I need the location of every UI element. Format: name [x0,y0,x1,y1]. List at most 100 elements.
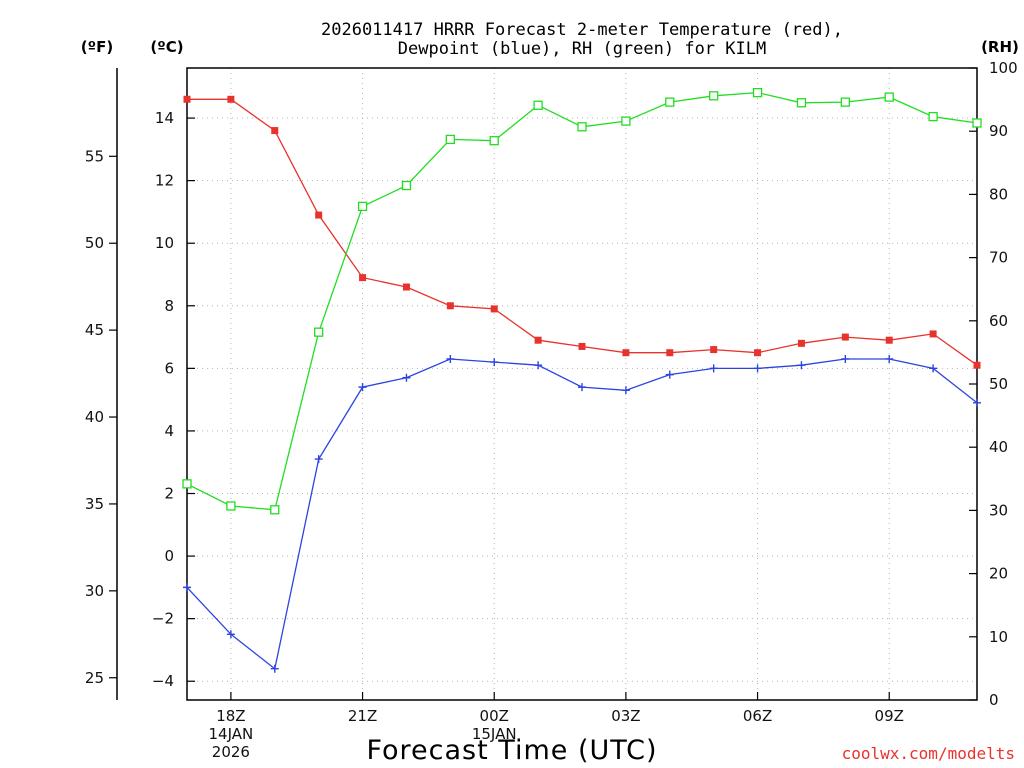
rh-point [928,112,938,122]
x-tick-label: 18Z [216,707,245,725]
rh-point [182,479,192,489]
rh-point [577,122,587,132]
rh-unit-label: (RH) [981,38,1019,56]
dewpoint-point [841,354,850,363]
temperature-point [797,339,805,347]
dewpoint-point [226,630,235,639]
temperature-point [929,330,937,338]
rh-tick-label: 90 [989,122,1008,140]
rh-point [314,327,324,337]
rh-point [621,116,631,126]
rh-tick-label: 40 [989,438,1008,456]
temperature-point [622,349,630,357]
fahrenheit-unit-label: (ºF) [81,38,113,56]
rh-tick-label: 50 [989,375,1008,393]
rh-point [840,97,850,107]
rh-point [709,91,719,101]
temperature-point [359,274,367,282]
x-axis-label: Forecast Time (UTC) [366,735,657,766]
temperature-point [183,95,191,103]
dewpoint-line [186,358,978,670]
fahrenheit-tick-label: 45 [85,321,104,339]
rh-point [796,98,807,108]
celsius-tick-label: −2 [152,610,174,628]
celsius-tick-label: −4 [152,672,174,690]
temperature-point [402,283,410,291]
x-tick-label: 00Z [480,707,509,725]
dewpoint-point [973,398,981,407]
x-tick-label: 03Z [611,707,640,725]
celsius-tick-label: 12 [155,172,174,190]
dewpoint-point [753,364,762,373]
temperature-point [534,336,542,344]
rh-point [401,180,412,191]
rh-point [665,97,675,107]
temperature-point [666,349,674,357]
dewpoint-point [929,364,938,373]
rh-tick-label: 30 [989,501,1008,519]
temperature-point [227,95,235,103]
temperature-point [315,211,323,219]
celsius-unit-label: (ºC) [150,38,183,56]
fahrenheit-tick-label: 35 [85,495,104,513]
temperature-line [187,98,978,366]
dewpoint-point [358,383,367,392]
rh-point [489,136,499,146]
rh-point [533,100,543,110]
x-tick-label: 15JAN [472,725,517,743]
celsius-tick-label: 10 [155,234,174,252]
x-tick-label: 09Z [875,707,904,725]
rh-point [445,134,455,145]
x-tick-label: 06Z [743,707,772,725]
temperature-point [490,305,498,313]
dewpoint-point [665,370,674,379]
rh-line [186,91,978,511]
rh-point [752,87,763,98]
chart-title-line-2: Dewpoint (blue), RH (green) for KILM [398,39,766,59]
dewpoint-point [402,373,411,382]
series-layer [182,87,982,673]
rh-tick-label: 70 [989,249,1008,267]
temperature-point [446,302,454,310]
temperature-point [973,361,981,369]
rh-tick-label: 80 [989,185,1008,203]
temperature-point [841,333,849,341]
celsius-tick-label: 2 [164,485,174,503]
celsius-tick-label: 8 [164,297,174,315]
rh-tick-label: 100 [989,59,1018,77]
fahrenheit-tick-label: 25 [85,669,104,687]
rh-tick-label: 20 [989,565,1008,583]
temperature-point [578,342,586,350]
dewpoint-point [797,361,806,370]
x-tick-label: 2026 [212,743,250,761]
temperature-point [885,336,893,344]
dewpoint-point [534,361,543,370]
dewpoint-point [490,358,499,367]
temperature-point [271,127,279,135]
rh-point [270,505,280,515]
temperature-point [754,349,762,357]
celsius-tick-label: 4 [164,422,174,440]
rh-tick-label: 60 [989,312,1008,330]
rh-point [357,201,368,212]
celsius-tick-label: 6 [164,359,174,377]
rh-point [884,92,894,102]
dewpoint-point [270,664,279,673]
rh-point [972,118,982,128]
credit-text: coolwx.com/modelts [842,744,1015,763]
rh-tick-label: 10 [989,628,1008,646]
dewpoint-point [183,583,191,592]
fahrenheit-tick-label: 55 [85,147,104,165]
dewpoint-point [446,354,455,363]
fahrenheit-tick-label: 50 [85,234,104,252]
celsius-tick-label: 14 [155,109,174,127]
fahrenheit-tick-label: 40 [85,408,104,426]
dewpoint-point [885,354,894,363]
x-tick-label: 14JAN [209,725,254,743]
dewpoint-point [578,383,586,392]
dewpoint-point [709,364,718,373]
celsius-tick-label: 0 [164,547,174,565]
chart-title-line-1: 2026011417 HRRR Forecast 2-meter Tempera… [321,20,843,40]
rh-point [226,501,236,511]
x-tick-label: 21Z [348,707,377,725]
